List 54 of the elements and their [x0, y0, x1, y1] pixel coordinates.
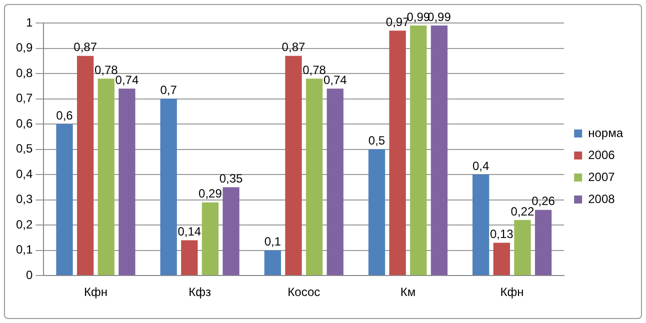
y-tick-label: 0,1 [16, 242, 33, 257]
bar [493, 242, 510, 276]
x-tick-label: Кфз [188, 285, 212, 300]
data-label: 0,5 [368, 134, 386, 148]
bar [430, 26, 448, 276]
bar [222, 187, 240, 276]
data-label: 0,87 [74, 40, 98, 54]
bar [326, 88, 344, 276]
y-tick-label: 0,4 [16, 166, 33, 181]
data-label: 0,6 [56, 108, 74, 122]
x-tick-label: Км [400, 285, 416, 300]
legend-label: норма [588, 126, 624, 140]
bar [389, 30, 406, 276]
data-label: 0,29 [198, 186, 222, 201]
bar [160, 98, 177, 276]
data-label: 0,26 [532, 194, 556, 208]
y-tick-label: 0,2 [16, 217, 33, 232]
data-label: 0,87 [282, 40, 306, 54]
legend-label: 2008 [588, 192, 616, 206]
y-tick-label: 0,5 [16, 142, 33, 156]
x-tick-label: Косос [288, 285, 320, 300]
y-tick-label: 1 [26, 15, 33, 30]
bar [118, 88, 136, 276]
bar [534, 210, 552, 276]
data-label: 0,14 [178, 224, 202, 239]
bar [202, 202, 219, 276]
bar [181, 240, 198, 276]
x-tick-label: Кфн [84, 285, 108, 300]
y-tick-label: 0,6 [16, 116, 33, 130]
bar [76, 56, 94, 276]
bar [285, 56, 302, 276]
y-tick-label: 0,7 [16, 91, 33, 106]
bar [56, 124, 73, 276]
bar [306, 78, 323, 276]
x-tick-label: Кфн [500, 285, 524, 300]
y-tick-label: 0,3 [16, 192, 33, 206]
data-label: 0,99 [428, 10, 452, 24]
data-label: 0,35 [219, 172, 244, 186]
data-label: 0,4 [472, 158, 490, 173]
bar [264, 250, 281, 276]
data-label: 0,7 [160, 83, 178, 98]
legend-label: 2007 [588, 170, 616, 184]
bar [514, 220, 531, 276]
y-tick-label: 0,8 [16, 66, 33, 80]
y-tick-label: 0,9 [16, 40, 33, 55]
data-label: 0,1 [264, 234, 282, 249]
data-label: 0,13 [490, 227, 514, 242]
bar [410, 26, 427, 276]
bar [472, 174, 490, 276]
legend-label: 2006 [588, 148, 616, 162]
bar [98, 78, 114, 276]
data-label: 0,22 [510, 204, 534, 218]
y-tick-label: 0 [26, 268, 33, 282]
bar [368, 149, 386, 276]
